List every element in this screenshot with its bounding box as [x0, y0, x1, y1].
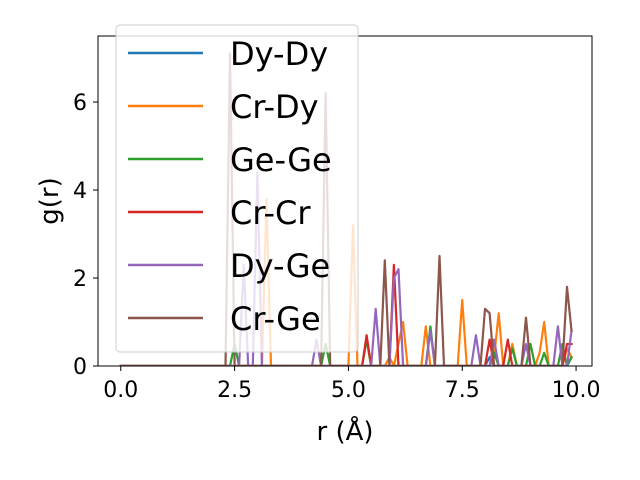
legend-label-cr-dy: Cr-Dy — [230, 88, 319, 126]
series-line-cr-dy — [119, 197, 573, 366]
series-layer — [119, 52, 573, 366]
legend-label-ge-ge: Ge-Ge — [230, 141, 332, 179]
y-axis-label: g(r) — [35, 177, 65, 224]
legend-label-cr-cr: Cr-Cr — [230, 194, 311, 232]
series-line-dy-ge — [119, 171, 573, 366]
y-tick-label: 2 — [73, 267, 87, 292]
y-tick-label: 6 — [73, 91, 87, 116]
legend-label-cr-ge: Cr-Ge — [230, 300, 321, 338]
x-axis-label: r (Å) — [316, 415, 373, 447]
legend-label-dy-dy: Dy-Dy — [230, 35, 328, 73]
y-axis-ticks: 0 2 4 6 — [73, 91, 98, 380]
x-tick-label: 2.5 — [217, 378, 252, 403]
y-tick-label: 4 — [73, 179, 87, 204]
y-tick-label: 0 — [73, 355, 87, 380]
legend-label-dy-ge: Dy-Ge — [230, 247, 330, 285]
legend: Dy-Dy Cr-Dy Ge-Ge Cr-Cr Dy-Ge Cr-Ge — [115, 24, 359, 353]
x-tick-label: 5.0 — [331, 378, 366, 403]
x-tick-label: 0.0 — [103, 378, 138, 403]
x-tick-label: 10.0 — [552, 378, 601, 403]
series-line-ge-ge — [119, 325, 573, 366]
x-tick-label: 7.5 — [445, 378, 480, 403]
x-axis-ticks: 0.0 2.5 5.0 7.5 10.0 — [103, 366, 601, 403]
